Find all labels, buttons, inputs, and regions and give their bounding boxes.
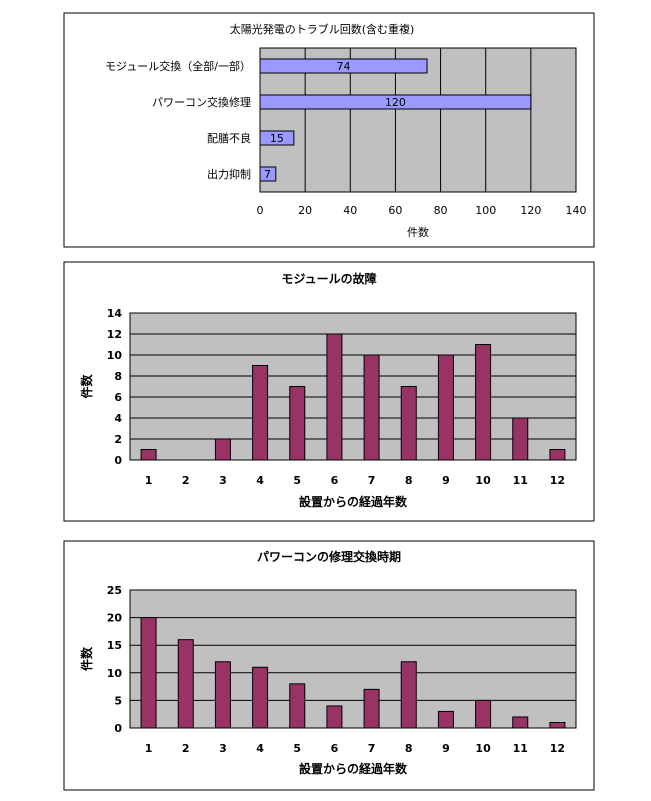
bar <box>437 710 454 729</box>
x-tick-label: 80 <box>434 204 448 217</box>
x-tick-label: 0 <box>257 204 264 217</box>
y-tick-label: 20 <box>107 612 123 625</box>
bar <box>326 333 343 461</box>
data-label: 74 <box>337 60 351 73</box>
bar <box>512 716 529 729</box>
chart-title: パワーコンの修理交換時期 <box>257 549 401 564</box>
x-tick-label: 3 <box>219 474 227 487</box>
x-tick-label: 12 <box>550 742 565 755</box>
y-tick-label: 2 <box>114 433 122 446</box>
bar <box>252 666 269 729</box>
y-tick-label: 5 <box>114 694 122 707</box>
y-axis-label: 件数 <box>79 374 94 399</box>
x-tick-label: 2 <box>182 742 190 755</box>
y-tick-label: 12 <box>107 328 122 341</box>
data-label: 7 <box>264 168 271 181</box>
x-tick-label: 140 <box>566 204 587 217</box>
x-tick-label: 5 <box>293 474 301 487</box>
x-tick-label: 7 <box>368 474 376 487</box>
bar <box>512 417 529 461</box>
bar <box>259 58 428 74</box>
x-tick-label: 8 <box>405 742 413 755</box>
bar <box>475 699 492 729</box>
bar <box>475 344 492 461</box>
x-tick-label: 10 <box>475 474 491 487</box>
bar <box>400 386 417 461</box>
x-tick-label: 2 <box>182 474 190 487</box>
y-tick-label: 15 <box>107 639 122 652</box>
y-tick-label: 6 <box>114 391 122 404</box>
data-label: 120 <box>385 96 406 109</box>
bar <box>437 354 454 461</box>
x-axis-label: 設置からの経過年数 <box>299 494 408 509</box>
x-tick-label: 5 <box>293 742 301 755</box>
y-axis-label: 件数 <box>79 646 94 671</box>
bar <box>252 365 269 461</box>
chart-title: モジュールの故障 <box>281 271 376 286</box>
x-tick-label: 1 <box>145 474 153 487</box>
y-tick-label: 0 <box>114 454 122 467</box>
x-tick-label: 40 <box>343 204 357 217</box>
x-tick-label: 4 <box>256 742 264 755</box>
data-label: 15 <box>270 132 284 145</box>
y-tick-label: 25 <box>107 584 122 597</box>
x-tick-label: 100 <box>475 204 496 217</box>
y-tick-label: 10 <box>107 667 123 680</box>
bar <box>140 449 157 461</box>
x-tick-label: 11 <box>513 474 528 487</box>
bar <box>363 688 380 729</box>
x-tick-label: 12 <box>550 474 565 487</box>
x-axis-label: 設置からの経過年数 <box>299 761 408 776</box>
bar <box>400 661 417 729</box>
bar <box>177 639 194 729</box>
bar <box>140 617 157 729</box>
bar <box>259 166 277 182</box>
bar <box>549 449 566 461</box>
bar <box>549 721 566 729</box>
bar <box>326 705 343 729</box>
y-tick-label: 10 <box>107 349 123 362</box>
x-tick-label: 8 <box>405 474 413 487</box>
bar <box>214 438 231 461</box>
plot-area <box>129 589 577 729</box>
x-tick-label: 4 <box>256 474 264 487</box>
category-label: パワーコン交換修理 <box>152 95 251 109</box>
x-axis-label: 件数 <box>407 226 429 239</box>
x-tick-label: 7 <box>368 742 376 755</box>
bar <box>259 94 532 110</box>
bar <box>214 661 231 729</box>
x-tick-label: 11 <box>513 742 528 755</box>
bar <box>259 130 295 146</box>
category-label: 配膳不良 <box>207 131 251 145</box>
x-tick-label: 6 <box>331 742 339 755</box>
x-tick-label: 9 <box>442 742 450 755</box>
x-tick-label: 120 <box>520 204 541 217</box>
chart-title: 太陽光発電のトラブル回数(含む重複) <box>230 22 415 36</box>
x-tick-label: 9 <box>442 474 450 487</box>
x-tick-label: 20 <box>298 204 312 217</box>
y-tick-label: 8 <box>114 370 122 383</box>
x-tick-label: 10 <box>475 742 491 755</box>
category-label: モジュール交換（全部/一部） <box>105 59 251 73</box>
bar <box>289 386 306 461</box>
bar <box>363 354 380 461</box>
x-tick-label: 6 <box>331 474 339 487</box>
plot-area <box>129 312 577 461</box>
x-tick-label: 1 <box>145 742 153 755</box>
category-label: 出力抑制 <box>207 167 251 181</box>
y-tick-label: 4 <box>114 412 122 425</box>
x-tick-label: 3 <box>219 742 227 755</box>
y-tick-label: 14 <box>107 307 123 320</box>
x-tick-label: 60 <box>388 204 402 217</box>
bar <box>289 683 306 729</box>
y-tick-label: 0 <box>114 722 122 735</box>
